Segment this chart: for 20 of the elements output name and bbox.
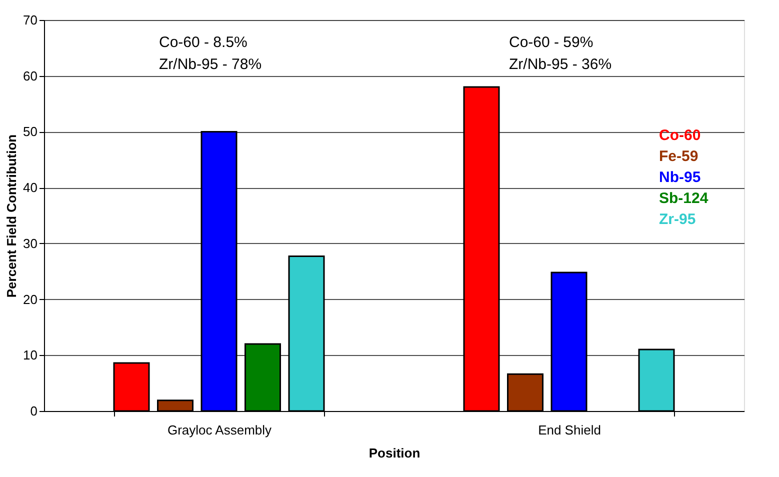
text: Zr-95 xyxy=(659,211,696,228)
y-axis-title: Percent Field Contribution xyxy=(4,134,20,298)
annotation: Zr/Nb-95 - 78% xyxy=(159,56,262,73)
y-tick-label: 50 xyxy=(23,124,38,140)
y-tick-label: 0 xyxy=(30,404,38,418)
y-tick-label: 20 xyxy=(23,292,38,307)
annotation: Co-60 - 59% xyxy=(509,34,594,51)
text: Sb-124 xyxy=(659,190,709,207)
y-tick-label: 30 xyxy=(23,236,38,251)
x-tick-label: Grayloc Assembly xyxy=(167,422,272,438)
text: Fe-59 xyxy=(659,148,698,165)
annotation: Zr/Nb-95 - 36% xyxy=(509,56,612,73)
annotation: Co-60 - 8.5% xyxy=(159,34,248,51)
y-tick-label: 10 xyxy=(23,348,38,363)
text: Nb-95 xyxy=(659,169,701,186)
y-tick-label: 40 xyxy=(23,180,38,196)
x-tick-label: End Shield xyxy=(538,422,601,438)
y-tick-label: 60 xyxy=(23,68,38,84)
x-axis-title: Position xyxy=(368,446,420,460)
y-tick-label: 70 xyxy=(23,12,38,28)
